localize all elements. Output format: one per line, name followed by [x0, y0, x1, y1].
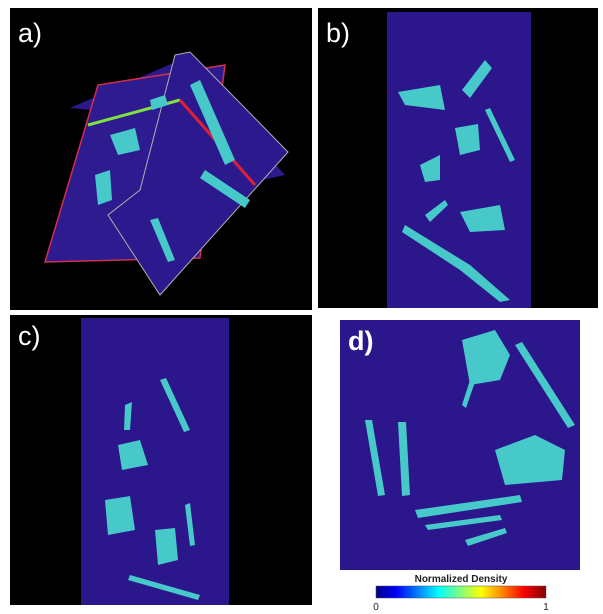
panel-label: d) — [348, 326, 373, 356]
figure: a) b) c) d) Normalized Density 0 1 — [0, 0, 603, 614]
fragment — [95, 170, 112, 205]
panel-label: b) — [326, 18, 350, 48]
colorbar-max: 1 — [543, 602, 549, 613]
colorbar-gradient — [376, 586, 546, 598]
slice-image — [81, 318, 229, 605]
panel-label: c) — [18, 321, 41, 351]
panel-b: b) — [318, 8, 598, 308]
colorbar-title: Normalized Density — [415, 574, 508, 585]
fragment — [105, 496, 135, 535]
panel-c: c) — [10, 315, 312, 605]
panel-label: a) — [18, 18, 42, 48]
panel-a: a) — [10, 8, 312, 310]
panel-d: d) — [340, 320, 580, 570]
fragment — [155, 528, 178, 565]
colorbar-min: 0 — [373, 602, 379, 613]
colorbar: Normalized Density 0 1 — [373, 574, 549, 613]
